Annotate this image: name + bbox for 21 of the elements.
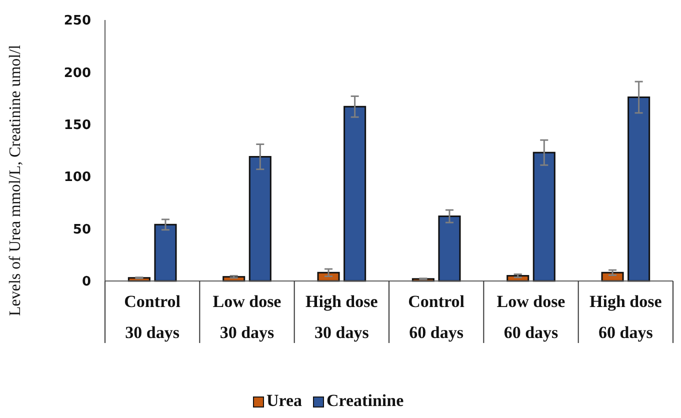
- bar: [438, 216, 461, 282]
- bar: [344, 106, 366, 282]
- y-tick-label: 100: [64, 170, 91, 186]
- legend-label: Urea: [266, 391, 303, 410]
- x-tick-label: High dose 60 days: [590, 292, 662, 342]
- legend-label: Creatinine: [326, 391, 404, 410]
- x-tick-label: Control 30 days: [124, 292, 181, 342]
- x-tick-label: Low dose 30 days: [212, 292, 282, 342]
- bar: [154, 224, 177, 282]
- x-tick-label: Control 60 days: [408, 292, 465, 342]
- y-tick-label: 0: [82, 274, 91, 290]
- y-tick-label: 150: [64, 118, 91, 133]
- x-tick-label: Low dose 60 days: [496, 292, 566, 342]
- y-tick-label: 200: [64, 66, 91, 81]
- y-axis-title: Levels of Urea mmol/L, Creatinine umol/l: [7, 44, 24, 316]
- y-tick-label: 250: [64, 14, 91, 29]
- bar: [248, 156, 272, 282]
- y-tick-label: 50: [72, 222, 91, 238]
- bar: [532, 152, 556, 282]
- bar: [628, 96, 650, 282]
- x-tick-label: High dose 30 days: [306, 292, 378, 342]
